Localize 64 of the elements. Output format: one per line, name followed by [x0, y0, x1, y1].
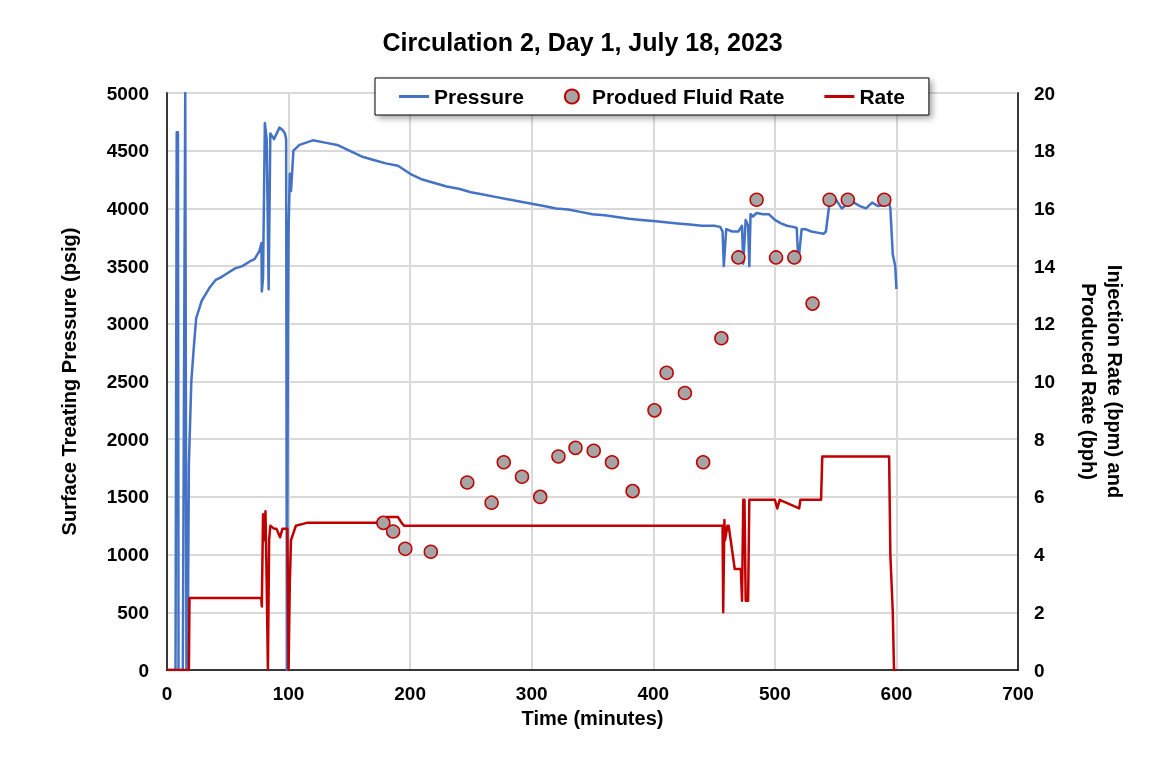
x-tick-label: 600 — [880, 683, 913, 704]
point — [484, 495, 499, 510]
point — [731, 250, 746, 265]
y-tick-label: 2500 — [106, 371, 149, 392]
chart-title: Circulation 2, Day 1, July 18, 2023 — [382, 27, 783, 56]
x-tick-label: 200 — [394, 683, 426, 704]
point — [376, 515, 391, 531]
x-axis-title: Time (minutes) — [521, 707, 664, 729]
x-tick-label: 0 — [161, 683, 173, 704]
point — [840, 192, 856, 207]
point — [877, 192, 892, 207]
point — [568, 440, 583, 456]
y2-tick-label: 14 — [1034, 255, 1056, 277]
point — [532, 489, 548, 505]
point — [768, 250, 784, 265]
x-tick-label: 300 — [515, 683, 548, 704]
point — [586, 443, 601, 458]
x-tick-label: 700 — [1002, 683, 1034, 704]
point — [749, 192, 764, 207]
y-tick-label: 4500 — [106, 140, 149, 162]
point — [423, 544, 439, 559]
point — [514, 469, 530, 484]
legend-label: Pressure — [434, 85, 524, 108]
point — [714, 330, 729, 346]
legend-label: Produed Fluid Rate — [591, 85, 785, 108]
point — [822, 192, 837, 207]
point — [551, 449, 566, 464]
point — [496, 455, 511, 470]
y-tick-label: 5000 — [106, 82, 149, 104]
y-tick-label: 1000 — [106, 544, 149, 566]
legend-label: Rate — [859, 85, 905, 108]
y2-tick-label: 16 — [1034, 197, 1056, 219]
point — [787, 250, 802, 265]
point — [805, 296, 820, 311]
y2-tick-label: 18 — [1034, 140, 1056, 162]
y-tick-label: 0 — [138, 659, 149, 681]
y2-tick-label: 4 — [1034, 544, 1045, 566]
y2-tick-label: 20 — [1034, 82, 1056, 104]
y2-tick-label: 12 — [1034, 313, 1056, 335]
x-tick-label: 400 — [637, 683, 670, 704]
y-tick-label: 1500 — [106, 486, 149, 508]
point — [604, 455, 620, 470]
y2-tick-label: 10 — [1034, 371, 1056, 392]
y2-tick-label: 6 — [1034, 486, 1045, 508]
point — [695, 455, 711, 470]
y-tick-label: 2000 — [106, 428, 149, 450]
point — [659, 365, 674, 381]
y2-tick-label: 0 — [1034, 659, 1045, 681]
y2-axis-title: Injection Rate (bpm) and Produced Rate (bph) — [1078, 264, 1126, 499]
point — [398, 541, 413, 557]
x-tick-label: 500 — [759, 683, 791, 704]
y-tick-label: 3500 — [106, 255, 149, 277]
y-tick-label: 4000 — [106, 197, 149, 219]
y-tick-label: 500 — [117, 601, 149, 623]
point — [625, 483, 640, 499]
y2-tick-label: 2 — [1034, 601, 1045, 623]
x-tick-label: 100 — [272, 683, 305, 704]
point — [647, 403, 662, 418]
point — [677, 385, 693, 401]
y-axis-title: Surface Treating Pressure (psig) — [58, 227, 80, 536]
point — [460, 475, 475, 490]
y2-tick-label: 8 — [1034, 428, 1045, 450]
point — [385, 524, 401, 539]
y-tick-label: 3000 — [106, 313, 149, 335]
